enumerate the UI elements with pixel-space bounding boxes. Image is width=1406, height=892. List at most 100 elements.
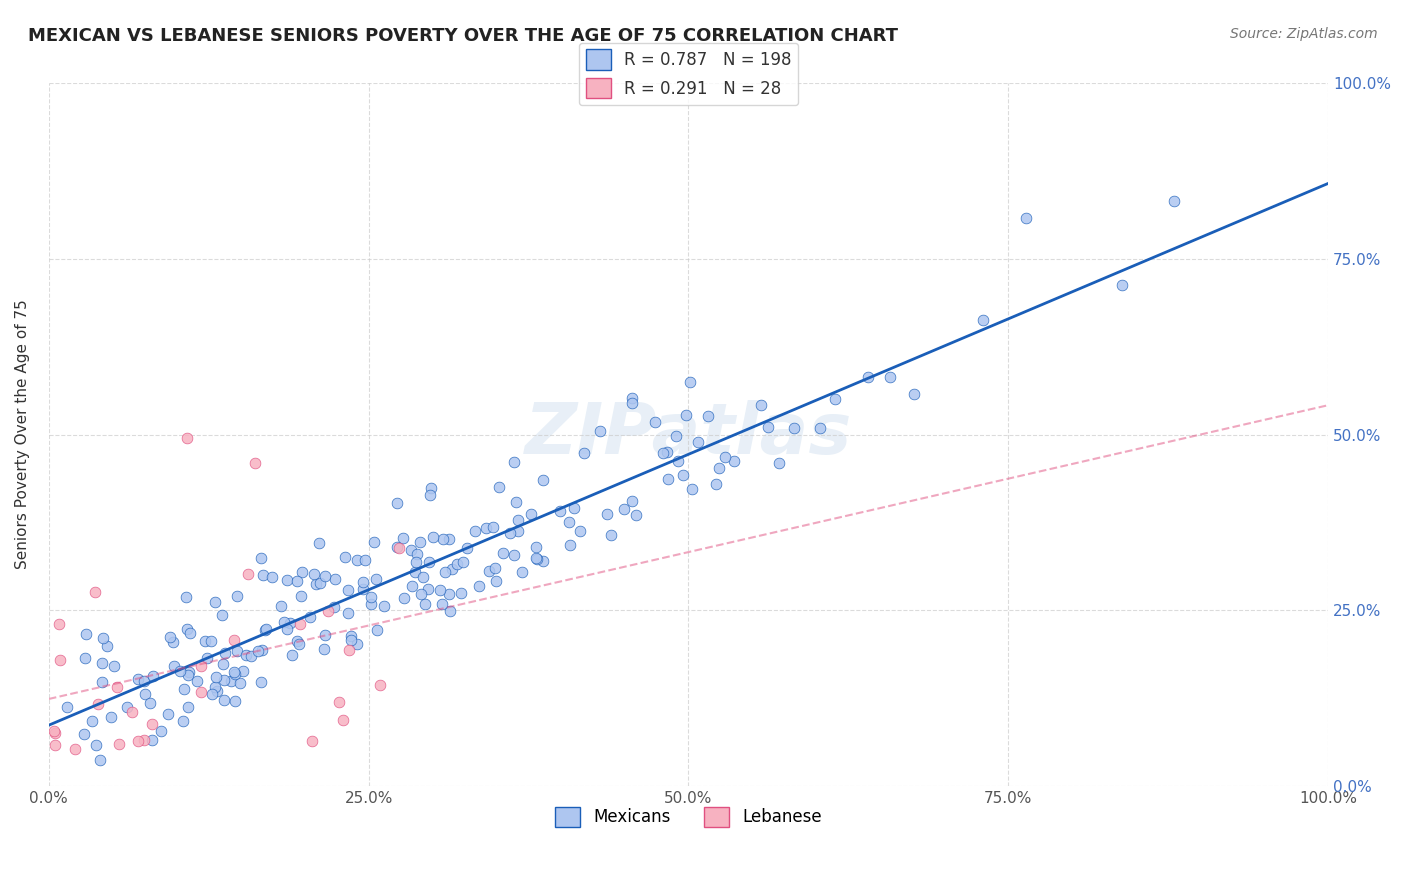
Point bbox=[714, 450, 737, 465]
Point bbox=[254, 623, 277, 637]
Point bbox=[620, 391, 643, 405]
Point bbox=[681, 483, 703, 497]
Point bbox=[228, 675, 250, 690]
Point bbox=[336, 607, 359, 621]
Point bbox=[281, 648, 304, 663]
Point bbox=[446, 557, 468, 571]
Point bbox=[332, 713, 354, 727]
Point bbox=[63, 742, 86, 756]
Point bbox=[305, 576, 328, 591]
Point bbox=[270, 599, 292, 613]
Point bbox=[73, 651, 96, 665]
Point bbox=[704, 477, 727, 491]
Point bbox=[121, 705, 143, 719]
Point bbox=[139, 696, 162, 710]
Point bbox=[1111, 277, 1133, 292]
Point bbox=[91, 631, 114, 645]
Point bbox=[679, 375, 702, 389]
Point bbox=[173, 682, 195, 697]
Point bbox=[613, 501, 636, 516]
Point bbox=[89, 753, 111, 767]
Point bbox=[141, 716, 163, 731]
Point bbox=[879, 370, 901, 384]
Point bbox=[132, 673, 155, 688]
Point bbox=[224, 632, 246, 647]
Point bbox=[416, 582, 439, 597]
Point bbox=[142, 669, 165, 683]
Point bbox=[499, 525, 522, 540]
Point bbox=[385, 496, 408, 510]
Point bbox=[108, 737, 131, 751]
Point bbox=[162, 634, 184, 648]
Text: Source: ZipAtlas.com: Source: ZipAtlas.com bbox=[1230, 27, 1378, 41]
Point bbox=[391, 532, 413, 546]
Point bbox=[100, 709, 122, 723]
Point bbox=[420, 481, 443, 495]
Point bbox=[44, 725, 66, 739]
Legend: Mexicans, Lebanese: Mexicans, Lebanese bbox=[548, 800, 828, 834]
Point bbox=[44, 738, 66, 752]
Point bbox=[624, 508, 647, 522]
Point bbox=[510, 565, 533, 579]
Point bbox=[278, 615, 301, 630]
Point bbox=[644, 415, 666, 429]
Point bbox=[450, 586, 472, 600]
Point bbox=[488, 480, 510, 494]
Point bbox=[437, 587, 460, 601]
Text: ZIPatlas: ZIPatlas bbox=[524, 401, 852, 469]
Point bbox=[346, 637, 368, 651]
Point bbox=[226, 644, 249, 658]
Point bbox=[200, 633, 222, 648]
Point bbox=[84, 739, 107, 753]
Point bbox=[243, 456, 266, 470]
Point bbox=[903, 387, 925, 401]
Point bbox=[657, 472, 679, 486]
Point bbox=[589, 424, 612, 438]
Point bbox=[285, 574, 308, 588]
Point bbox=[105, 680, 128, 694]
Point bbox=[177, 699, 200, 714]
Point bbox=[368, 678, 391, 692]
Point bbox=[103, 659, 125, 673]
Point bbox=[519, 507, 541, 521]
Point bbox=[224, 665, 246, 680]
Point bbox=[224, 666, 246, 681]
Point bbox=[246, 644, 269, 658]
Point bbox=[562, 501, 585, 516]
Point bbox=[252, 567, 274, 582]
Point bbox=[204, 669, 226, 683]
Y-axis label: Seniors Poverty Over the Age of 75: Seniors Poverty Over the Age of 75 bbox=[15, 300, 30, 569]
Text: MEXICAN VS LEBANESE SENIORS POVERTY OVER THE AGE OF 75 CORRELATION CHART: MEXICAN VS LEBANESE SENIORS POVERTY OVER… bbox=[28, 27, 898, 45]
Point bbox=[600, 527, 623, 541]
Point bbox=[249, 551, 271, 566]
Point bbox=[195, 650, 218, 665]
Point bbox=[309, 575, 332, 590]
Point bbox=[360, 591, 382, 605]
Point bbox=[688, 434, 710, 449]
Point bbox=[96, 639, 118, 653]
Point bbox=[201, 687, 224, 701]
Point bbox=[478, 564, 501, 578]
Point bbox=[412, 570, 434, 584]
Point bbox=[385, 540, 408, 554]
Point bbox=[531, 473, 554, 487]
Point bbox=[366, 573, 388, 587]
Point bbox=[768, 456, 790, 470]
Point bbox=[824, 392, 846, 407]
Point bbox=[211, 608, 233, 623]
Point bbox=[134, 687, 156, 701]
Point bbox=[315, 568, 337, 582]
Point bbox=[82, 714, 104, 729]
Point bbox=[697, 409, 720, 423]
Point bbox=[235, 648, 257, 662]
Point bbox=[340, 633, 363, 648]
Point bbox=[232, 664, 254, 678]
Point bbox=[506, 513, 529, 527]
Point bbox=[482, 520, 505, 534]
Point bbox=[783, 420, 806, 434]
Point bbox=[409, 535, 432, 549]
Point bbox=[492, 546, 515, 560]
Point bbox=[475, 520, 498, 534]
Point bbox=[194, 634, 217, 648]
Point bbox=[468, 578, 491, 592]
